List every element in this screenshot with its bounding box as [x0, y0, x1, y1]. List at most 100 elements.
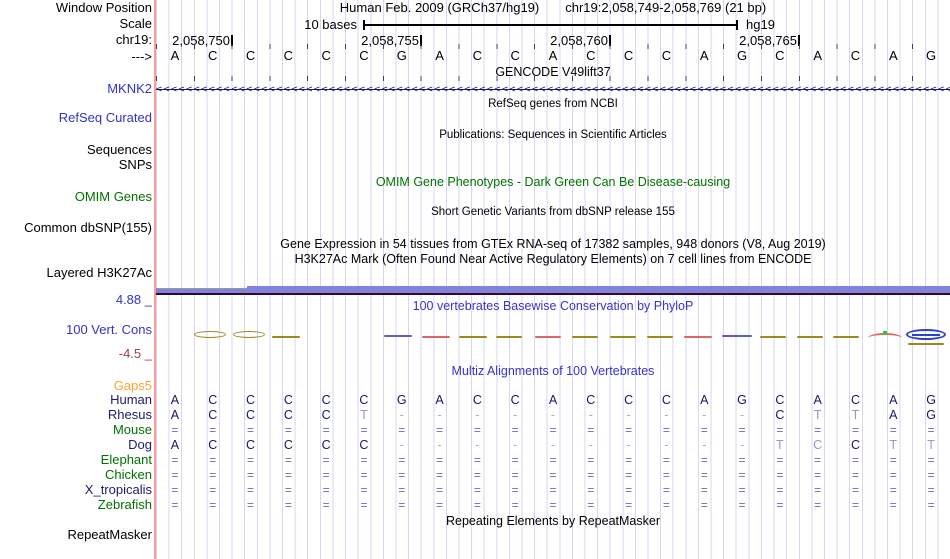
alignment-cell: =	[814, 423, 822, 437]
align-row-label-chicken[interactable]: Chicken	[105, 467, 152, 482]
alignment-cell: C	[208, 438, 218, 452]
dbsnp-track-title[interactable]: Short Genetic Variants from dbSNP releas…	[431, 206, 675, 218]
sequence-base: C	[321, 48, 331, 63]
alignment-cell: =	[625, 453, 633, 467]
track-label-common-dbsnp[interactable]: Common dbSNP(155)	[24, 220, 152, 235]
track-label-layered-h3k27ac[interactable]: Layered H3K27Ac	[46, 265, 152, 280]
align-row-label-rhesus[interactable]: Rhesus	[107, 407, 152, 422]
alignment-row-x_tropicalis[interactable]: = = = = = = = = = = = = = = = = = = = = =	[156, 483, 950, 498]
track-label-snps[interactable]: SNPs	[118, 157, 152, 172]
alignment-cell: =	[662, 423, 670, 437]
conservation-mark	[610, 336, 636, 338]
alignment-cell: =	[209, 483, 217, 497]
multiz-track-title[interactable]: Multiz Alignments of 100 Vertebrates	[451, 364, 655, 378]
align-row-label-gaps[interactable]: Gaps5	[113, 378, 152, 393]
conservation-mark	[908, 343, 944, 345]
track-label-omim-genes[interactable]: OMIM Genes	[74, 189, 152, 204]
align-row-label-zebrafish[interactable]: Zebrafish	[97, 497, 152, 512]
sequence-base: A	[170, 48, 180, 63]
phylop-track-title[interactable]: 100 vertebrates Basewise Conservation by…	[412, 299, 694, 313]
alignment-cell: =	[209, 423, 217, 437]
alignment-cell: A	[889, 408, 898, 422]
alignment-cell: =	[776, 468, 784, 482]
conservation-mark	[912, 334, 940, 336]
alignment-cell: C	[850, 393, 860, 407]
alignment-cell: =	[398, 483, 406, 497]
alignment-cell: C	[850, 438, 860, 452]
alignment-cell: =	[322, 483, 330, 497]
align-row-label-mouse[interactable]: Mouse	[112, 422, 152, 437]
sequence-base: A	[435, 48, 444, 63]
left-arrows-icon: <<<<<<<<<<<<<<<<<<<<<<<<<<<<<<<<<<<<<<<<…	[156, 84, 950, 95]
alignment-cell: -	[702, 438, 707, 452]
publications-track-title[interactable]: Publications: Sequences in Scientific Ar…	[439, 129, 667, 141]
repeatmasker-track-title[interactable]: Repeating Elements by RepeatMasker	[445, 514, 660, 528]
alignment-cell: =	[284, 483, 292, 497]
align-row-label-elephant[interactable]: Elephant	[100, 452, 152, 467]
alignment-cell: -	[475, 408, 480, 422]
alignment-cell: =	[700, 483, 708, 497]
alignment-cell: A	[170, 393, 180, 407]
alignment-cell: C	[321, 438, 331, 452]
strand-direction-label[interactable]: --->	[131, 49, 152, 64]
alignment-cell: =	[322, 468, 330, 482]
h3k27ac-track-title[interactable]: H3K27Ac Mark (Often Found Near Active Re…	[294, 252, 812, 266]
alignment-cell: =	[587, 468, 595, 482]
coordinate-tick	[798, 35, 800, 46]
signal-segment	[247, 286, 950, 294]
alignment-cell: =	[473, 453, 481, 467]
base-boundary-ticks	[156, 44, 949, 49]
alignment-cell: A	[813, 393, 822, 407]
alignment-cell: =	[549, 453, 557, 467]
alignment-cell: C	[208, 408, 218, 422]
alignment-cell: =	[209, 468, 217, 482]
align-row-label-human[interactable]: Human	[110, 392, 152, 407]
genome-version-label: hg19	[746, 17, 775, 32]
conservation-mark	[496, 336, 522, 338]
alignment-cell: T	[813, 408, 822, 422]
gencode-track-title[interactable]: GENCODE V49lift37	[495, 65, 611, 79]
alignment-cell: =	[927, 483, 935, 497]
alignment-cell: =	[700, 423, 708, 437]
track-label-sequences[interactable]: Sequences	[86, 142, 152, 157]
alignment-cell: C	[359, 393, 369, 407]
conservation-peak-dot	[883, 331, 887, 335]
conservation-mark	[572, 336, 598, 338]
sequence-base: C	[661, 48, 672, 63]
sequence-base: C	[245, 48, 256, 63]
label-data-divider	[154, 0, 156, 559]
alignment-cell: =	[625, 468, 633, 482]
conservation-mark	[384, 335, 412, 337]
signal-segment	[156, 289, 247, 294]
alignment-cell: -	[513, 408, 518, 422]
alignment-cell: A	[170, 408, 180, 422]
refseq-track-title[interactable]: RefSeq genes from NCBI	[488, 98, 618, 110]
align-row-label-x_tropicalis[interactable]: X_tropicalis	[84, 482, 152, 497]
alignment-row-zebrafish[interactable]: = = = = = = = = = = = = = = = = = = = = =	[156, 498, 950, 513]
signal-baseline	[156, 293, 950, 295]
alignment-cell: -	[626, 438, 631, 452]
position-title: chr19:2,058,749-2,058,769 (21 bp)	[565, 0, 767, 15]
align-row-label-dog[interactable]: Dog	[128, 437, 152, 452]
alignment-cell: =	[247, 498, 255, 512]
alignment-row-elephant[interactable]: = = = = = = = = = = = = = = = = = = = = =	[156, 453, 950, 468]
alignment-cell: =	[511, 468, 519, 482]
alignment-cell: -	[550, 408, 556, 422]
track-label-mknk2[interactable]: MKNK2	[107, 81, 152, 96]
alignment-row-chicken[interactable]: = = = = = = = = = = = = = = = = = = = = =	[156, 468, 950, 483]
track-label-refseq-curated[interactable]: RefSeq Curated	[58, 110, 152, 125]
alignment-cell: =	[549, 498, 557, 512]
track-label-repeatmasker[interactable]: RepeatMasker	[67, 527, 152, 542]
alignment-cell: =	[247, 453, 255, 467]
alignment-cell: =	[700, 453, 708, 467]
alignment-row-mouse[interactable]: = = = = = = = = = = = = = = = = = = = = =	[156, 423, 950, 438]
alignment-cell: =	[738, 483, 746, 497]
track-label-100-vert-cons[interactable]: 100 Vert. Cons	[66, 322, 152, 337]
alignment-cell: =	[360, 453, 368, 467]
omim-track-title[interactable]: OMIM Gene Phenotypes - Dark Green Can Be…	[375, 175, 731, 189]
gtex-track-title[interactable]: Gene Expression in 54 tissues from GTEx …	[280, 237, 826, 251]
